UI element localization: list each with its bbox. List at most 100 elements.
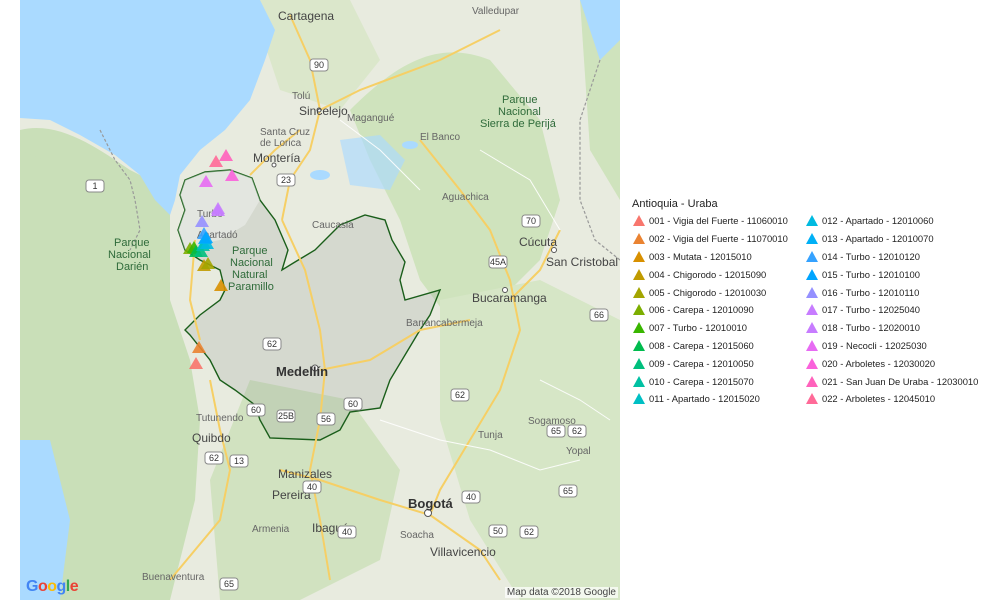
road-shield: 65 — [546, 424, 566, 438]
legend-item-label: 020 - Arboletes - 12030020 — [822, 357, 936, 369]
legend-item: 010 - Carepa - 12015070 — [632, 372, 805, 390]
road-shield: 40 — [302, 480, 322, 494]
svg-text:45A: 45A — [490, 257, 506, 267]
legend-item-label: 022 - Arboletes - 12045010 — [822, 393, 936, 405]
legend-column-1: 001 - Vigia del Fuerte - 11060010 002 - V… — [632, 212, 805, 408]
triangle-marker-icon — [806, 393, 818, 405]
label-buenaventura: Buenaventura — [142, 572, 205, 583]
svg-text:62: 62 — [267, 339, 277, 349]
legend-item: 005 - Chigorodo - 12010030 — [632, 283, 805, 301]
legend-item: 007 - Turbo - 12010010 — [632, 319, 805, 337]
legend-item-label: 014 - Turbo - 12010120 — [822, 250, 920, 262]
station-marker[interactable] — [192, 341, 206, 353]
legend-item-label: 017 - Turbo - 12025040 — [822, 304, 920, 316]
station-marker[interactable] — [201, 257, 215, 269]
legend-item: 004 - Chigorodo - 12015090 — [632, 265, 805, 283]
label-pereira: Pereira — [272, 488, 311, 502]
label-park-darien-1: Parque — [114, 237, 149, 249]
station-marker[interactable] — [209, 155, 223, 167]
road-shield: 40 — [461, 490, 481, 504]
road-shield: 40 — [337, 525, 357, 539]
station-marker[interactable] — [219, 149, 233, 161]
svg-text:40: 40 — [342, 527, 352, 537]
label-aguachica: Aguachica — [442, 192, 489, 203]
legend-item-label: 013 - Apartado - 12010070 — [822, 233, 934, 245]
legend-item-label: 007 - Turbo - 12010010 — [649, 322, 747, 334]
label-park-perija-2: Nacional — [498, 106, 541, 118]
label-sogamoso: Sogamoso — [528, 416, 576, 427]
label-magangue: Magangué — [347, 113, 395, 124]
legend-item: 021 - San Juan De Uraba - 12030010 — [805, 372, 987, 390]
legend-item: 013 - Apartado - 12010070 — [805, 230, 987, 248]
svg-text:25B: 25B — [278, 411, 294, 421]
triangle-marker-icon — [633, 304, 645, 316]
triangle-marker-icon — [806, 250, 818, 262]
label-park-paramillo-4: Paramillo — [228, 281, 274, 293]
road-shield: 45A — [488, 255, 508, 269]
station-marker[interactable] — [195, 215, 209, 227]
legend-item-label: 015 - Turbo - 12010100 — [822, 268, 920, 280]
road-shield: 1 — [85, 179, 105, 193]
triangle-marker-icon — [806, 215, 818, 227]
map-canvas: Cartagena Valledupar Tolú Sincelejo Maga… — [20, 0, 620, 600]
legend-item: 011 - Apartado - 12015020 — [632, 390, 805, 408]
label-medellin: Medellín — [276, 364, 328, 379]
road-shield: 66 — [589, 308, 609, 322]
legend-item: 001 - Vigia del Fuerte - 11060010 — [632, 212, 805, 230]
legend-item-label: 003 - Mutata - 12015010 — [649, 250, 752, 262]
map-view[interactable]: Cartagena Valledupar Tolú Sincelejo Maga… — [20, 0, 620, 600]
road-shield: 60 — [343, 397, 363, 411]
map-attribution[interactable]: Map data ©2018 Google — [504, 587, 618, 598]
label-elbanco: El Banco — [420, 132, 460, 143]
road-shield: 25B — [276, 409, 296, 423]
svg-text:65: 65 — [224, 579, 234, 589]
station-marker[interactable] — [214, 279, 228, 291]
station-marker[interactable] — [225, 169, 239, 181]
legend-item: 003 - Mutata - 12015010 — [632, 248, 805, 266]
legend-item: 018 - Turbo - 12020010 — [805, 319, 987, 337]
label-tutunendo: Tutunendo — [196, 413, 244, 424]
legend-item-label: 002 - Vigia del Fuerte - 11070010 — [649, 233, 788, 245]
station-marker[interactable] — [199, 175, 213, 187]
label-yopal: Yopal — [566, 446, 591, 457]
label-santacruz: Santa Cruz — [260, 127, 310, 138]
svg-text:65: 65 — [551, 426, 561, 436]
station-marker[interactable] — [189, 357, 203, 369]
svg-text:50: 50 — [493, 526, 503, 536]
label-turbo: Turbo — [197, 209, 223, 220]
label-bogota: Bogotá — [408, 496, 454, 511]
label-caucasia: Caucasia — [312, 220, 354, 231]
triangle-marker-icon — [633, 250, 645, 262]
label-park-darien-2: Nacional — [108, 249, 151, 261]
road-shield: 56 — [316, 412, 336, 426]
legend-item: 009 - Carepa - 12010050 — [632, 354, 805, 372]
label-manizales: Manizales — [278, 467, 332, 481]
label-valledupar: Valledupar — [472, 6, 520, 17]
label-barrancabermeja: Barrancabermeja — [406, 318, 483, 329]
label-villavicencio: Villavicencio — [430, 545, 496, 559]
label-apartado: Apartadó — [197, 230, 238, 241]
road-shield: 62 — [450, 388, 470, 402]
road-shield: 60 — [246, 403, 266, 417]
triangle-marker-icon — [806, 304, 818, 316]
label-tolu: Tolú — [292, 91, 310, 102]
legend: Antioquia - Uraba 001 - Vigia del Fuerte… — [632, 198, 992, 408]
legend-item: 022 - Arboletes - 12045010 — [805, 390, 987, 408]
svg-text:62: 62 — [209, 453, 219, 463]
legend-item-label: 006 - Carepa - 12010090 — [649, 304, 754, 316]
svg-text:1: 1 — [92, 181, 97, 191]
station-marker[interactable] — [199, 231, 213, 243]
road-shield: 62 — [519, 525, 539, 539]
label-quibdo: Quibdo — [192, 431, 231, 445]
legend-item-label: 018 - Turbo - 12020010 — [822, 322, 920, 334]
legend-item-label: 008 - Carepa - 12015060 — [649, 339, 754, 351]
station-marker[interactable] — [211, 202, 225, 214]
legend-item-label: 001 - Vigia del Fuerte - 11060010 — [649, 215, 788, 227]
label-bucaramanga: Bucaramanga — [472, 291, 547, 305]
triangle-marker-icon — [633, 322, 645, 334]
svg-text:60: 60 — [348, 399, 358, 409]
legend-item: 020 - Arboletes - 12030020 — [805, 354, 987, 372]
label-park-perija-1: Parque — [502, 94, 537, 106]
legend-item-label: 009 - Carepa - 12010050 — [649, 357, 754, 369]
road-shield: 65 — [558, 484, 578, 498]
